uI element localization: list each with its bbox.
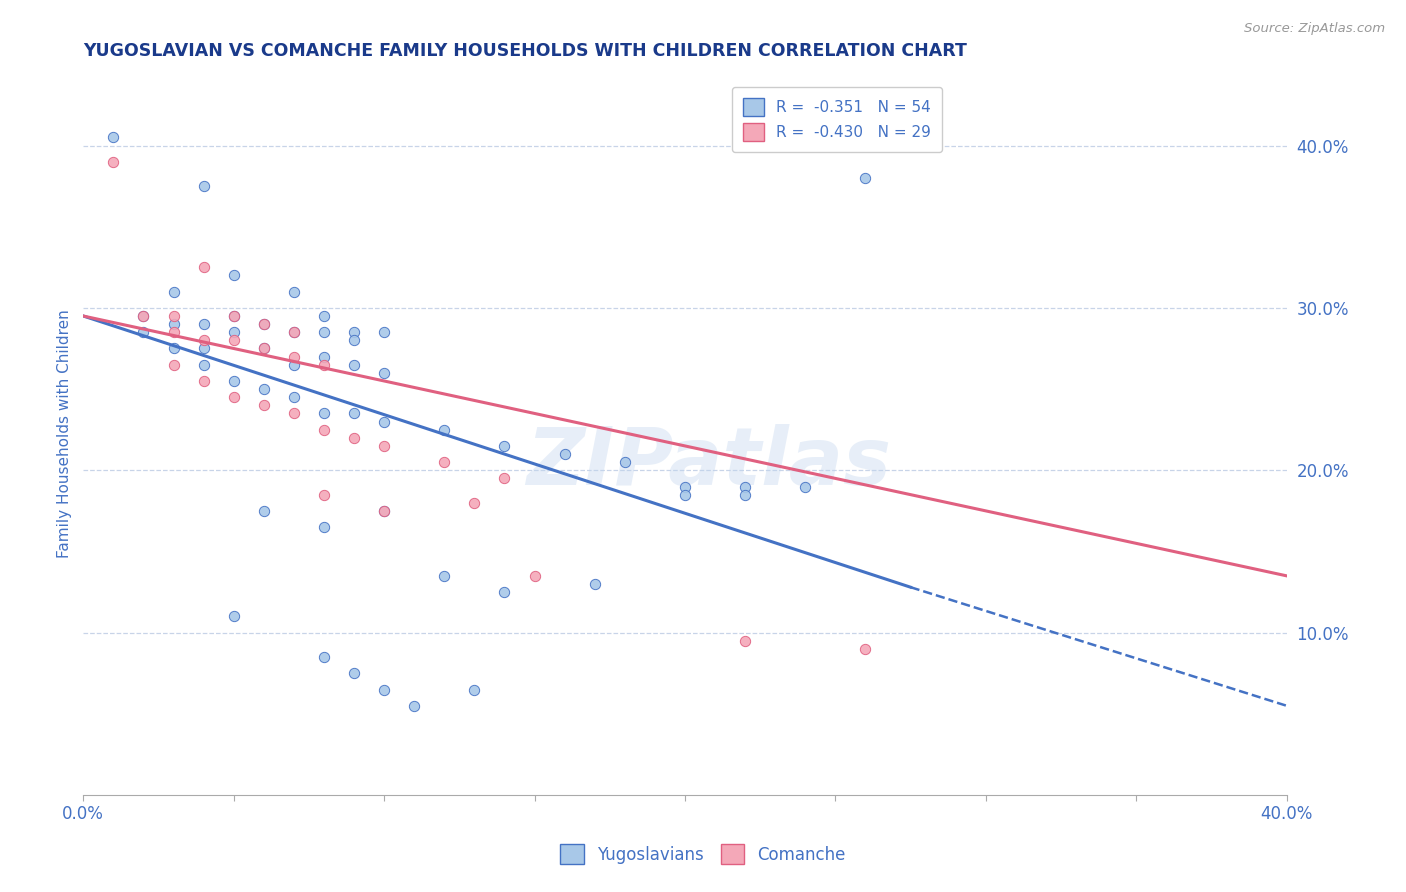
Point (494, 439, 516, 453)
Point (794, 479, 817, 493)
Y-axis label: Family Households with Children: Family Households with Children (58, 310, 72, 558)
Point (162, 309, 184, 323)
Point (343, 666, 366, 681)
Point (373, 366, 395, 380)
Point (343, 334, 366, 348)
Point (103, 154, 125, 169)
Point (312, 325, 335, 339)
Point (222, 268, 245, 283)
Point (373, 504, 395, 518)
Point (253, 317, 276, 331)
Point (463, 682, 485, 697)
Text: Source: ZipAtlas.com: Source: ZipAtlas.com (1244, 22, 1385, 36)
Legend: Yugoslavians, Comanche: Yugoslavians, Comanche (554, 838, 852, 871)
Point (193, 179, 215, 194)
Point (193, 334, 215, 348)
Point (222, 334, 245, 348)
Point (253, 398, 276, 412)
Point (433, 569, 456, 583)
Point (343, 407, 366, 421)
Point (253, 342, 276, 356)
Point (312, 407, 335, 421)
Point (312, 358, 335, 372)
Point (283, 325, 305, 339)
Point (193, 260, 215, 275)
Point (554, 447, 576, 461)
Point (373, 415, 395, 429)
Point (312, 309, 335, 323)
Point (162, 325, 184, 339)
Point (283, 390, 305, 404)
Point (343, 431, 366, 445)
Point (162, 342, 184, 356)
Point (373, 439, 395, 453)
Point (283, 350, 305, 364)
Point (373, 325, 395, 339)
Point (162, 285, 184, 299)
Text: YUGOSLAVIAN VS COMANCHE FAMILY HOUSEHOLDS WITH CHILDREN CORRELATION CHART: YUGOSLAVIAN VS COMANCHE FAMILY HOUSEHOLD… (83, 42, 967, 60)
Point (222, 609, 245, 624)
Point (193, 317, 215, 331)
Point (734, 488, 756, 502)
Point (373, 682, 395, 697)
Point (162, 317, 184, 331)
Point (253, 382, 276, 396)
Point (613, 455, 636, 469)
Point (222, 325, 245, 339)
Point (222, 390, 245, 404)
Legend: R =  -0.351   N = 54, R =  -0.430   N = 29: R = -0.351 N = 54, R = -0.430 N = 29 (733, 87, 942, 152)
Point (103, 130, 125, 145)
Point (734, 479, 756, 493)
Point (132, 309, 155, 323)
Point (193, 358, 215, 372)
Point (463, 496, 485, 510)
Point (253, 342, 276, 356)
Text: ZIPatlas: ZIPatlas (526, 424, 891, 501)
Point (583, 577, 606, 591)
Point (673, 479, 696, 493)
Point (433, 423, 456, 437)
Point (283, 358, 305, 372)
Point (283, 285, 305, 299)
Point (404, 698, 426, 713)
Point (283, 325, 305, 339)
Point (222, 374, 245, 388)
Point (222, 309, 245, 323)
Point (312, 488, 335, 502)
Point (132, 309, 155, 323)
Point (855, 171, 877, 186)
Point (494, 585, 516, 599)
Point (855, 641, 877, 656)
Point (132, 325, 155, 339)
Point (253, 504, 276, 518)
Point (312, 520, 335, 534)
Point (734, 633, 756, 648)
Point (343, 358, 366, 372)
Point (343, 325, 366, 339)
Point (193, 342, 215, 356)
Point (162, 358, 184, 372)
Point (373, 504, 395, 518)
Point (312, 350, 335, 364)
Point (253, 317, 276, 331)
Point (193, 374, 215, 388)
Point (312, 650, 335, 665)
Point (433, 455, 456, 469)
Point (222, 309, 245, 323)
Point (523, 569, 546, 583)
Point (312, 423, 335, 437)
Point (283, 407, 305, 421)
Point (673, 488, 696, 502)
Point (494, 471, 516, 485)
